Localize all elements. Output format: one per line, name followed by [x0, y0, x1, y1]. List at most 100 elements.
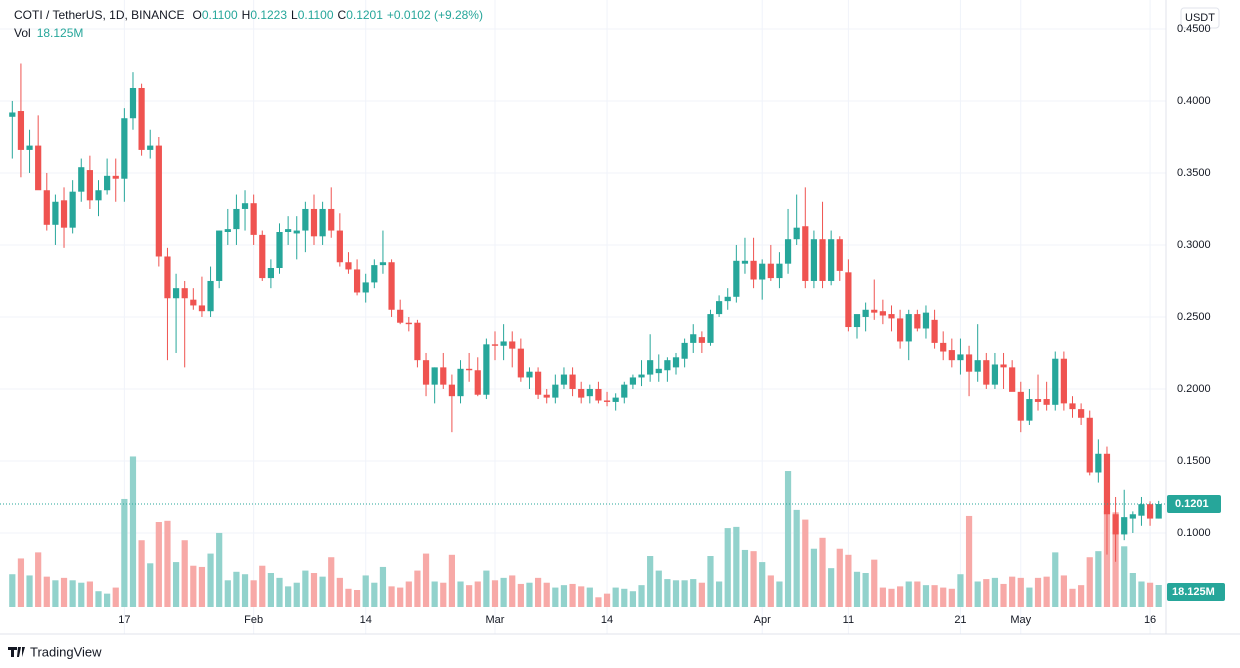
price-badge-label: 0.1201	[1175, 498, 1209, 510]
candle-body	[871, 309, 878, 313]
candle-body	[397, 309, 404, 323]
candle-body	[431, 367, 438, 385]
x-tick-label: Feb	[244, 614, 263, 626]
volume-bar	[1138, 581, 1145, 607]
candle-body	[285, 229, 292, 232]
brand: TradingView	[30, 644, 102, 659]
volume-bar	[9, 574, 16, 607]
candle-body	[440, 367, 447, 385]
volume-bar	[603, 593, 611, 607]
volume-bar	[104, 593, 111, 607]
volume-bar	[784, 471, 792, 607]
y-tick-label: 0.4000	[1177, 95, 1211, 107]
volume-bar	[767, 575, 774, 607]
volume-bar	[612, 587, 619, 607]
volume-bar	[741, 549, 749, 607]
volume-bar	[26, 575, 33, 607]
candle-body	[1112, 514, 1119, 535]
candle-body	[1060, 358, 1067, 404]
volume-bar	[302, 570, 309, 607]
candle-body	[466, 368, 473, 371]
candle-body	[715, 301, 723, 315]
volume-bar	[690, 579, 697, 607]
candle-body	[784, 239, 792, 264]
candle-body	[224, 229, 231, 232]
candle-body	[259, 234, 266, 279]
y-tick-label: 0.3500	[1177, 167, 1211, 179]
x-tick-label: 11	[843, 614, 854, 626]
volume-bar	[224, 580, 231, 607]
volume-bar	[285, 586, 292, 607]
volume-bar	[43, 576, 50, 607]
volume-bar	[1000, 583, 1007, 607]
volume-bar	[509, 575, 516, 607]
candle-body	[1121, 517, 1128, 535]
candle-body	[621, 384, 628, 398]
candle-body	[957, 354, 964, 361]
candle-body	[776, 263, 783, 279]
candle-body	[509, 341, 516, 349]
candle-body	[276, 231, 283, 269]
volume-bar	[336, 577, 343, 607]
volume-bar	[466, 585, 473, 607]
candle-body	[457, 368, 464, 397]
candle-body	[1138, 504, 1145, 516]
candle-body	[965, 354, 973, 372]
y-tick-label: 0.2500	[1177, 311, 1211, 323]
currency[interactable]: USDT	[1185, 12, 1215, 24]
volume-bar	[957, 574, 964, 607]
volume-bar	[569, 583, 576, 607]
candle-body	[853, 314, 861, 328]
volume-bar	[95, 591, 102, 607]
candle-body	[250, 203, 257, 235]
price-pane	[0, 63, 1166, 562]
candle-body	[638, 374, 645, 378]
candle-body	[647, 360, 654, 375]
candle-body	[526, 371, 533, 378]
candle-body	[181, 288, 188, 299]
ohlc-value: 0.1100	[202, 8, 238, 22]
volume-bar	[517, 583, 524, 607]
candle-body	[862, 309, 869, 317]
candle-body	[474, 370, 481, 395]
volume-bar	[155, 522, 162, 607]
x-tick-label: Mar	[486, 614, 505, 626]
candle-body	[86, 170, 93, 201]
volume-bar	[52, 580, 59, 607]
volume-bar	[1121, 546, 1128, 607]
candle-body	[612, 397, 619, 402]
candle-body	[293, 230, 300, 234]
candle-body	[569, 374, 576, 389]
candle-body	[991, 364, 999, 385]
volume-bar	[1069, 588, 1076, 607]
candle-body	[534, 371, 542, 395]
candle-body	[888, 314, 895, 319]
volume-bar	[647, 556, 654, 607]
volume-bar	[293, 582, 300, 607]
volume-bar	[198, 566, 206, 607]
candle-body	[897, 318, 904, 342]
candle-body	[1052, 358, 1059, 405]
candle-body	[52, 201, 59, 225]
volume-bar	[828, 568, 835, 607]
volume-bar	[69, 580, 76, 607]
price-badge	[1167, 495, 1221, 514]
candle-body	[1078, 409, 1085, 418]
candle-body	[207, 280, 214, 312]
candle-body	[793, 227, 800, 240]
volume-bar	[1155, 584, 1162, 607]
volume-bar	[181, 540, 188, 607]
ohlc-label: H	[242, 8, 251, 22]
candle-body	[664, 360, 671, 371]
candle-body	[78, 167, 85, 192]
volume-bar	[397, 587, 404, 607]
currency-button[interactable]	[1180, 7, 1220, 29]
volume-legend: Vol 18.125M	[14, 26, 83, 40]
volume-bar	[414, 570, 421, 607]
volume-bar	[259, 565, 266, 607]
x-tick-label: 16	[1144, 614, 1156, 626]
volume-bar	[698, 582, 705, 607]
change: +0.0102 (+9.28%)	[387, 8, 483, 22]
volume-bar	[422, 553, 430, 607]
volume-bar	[1146, 582, 1154, 607]
